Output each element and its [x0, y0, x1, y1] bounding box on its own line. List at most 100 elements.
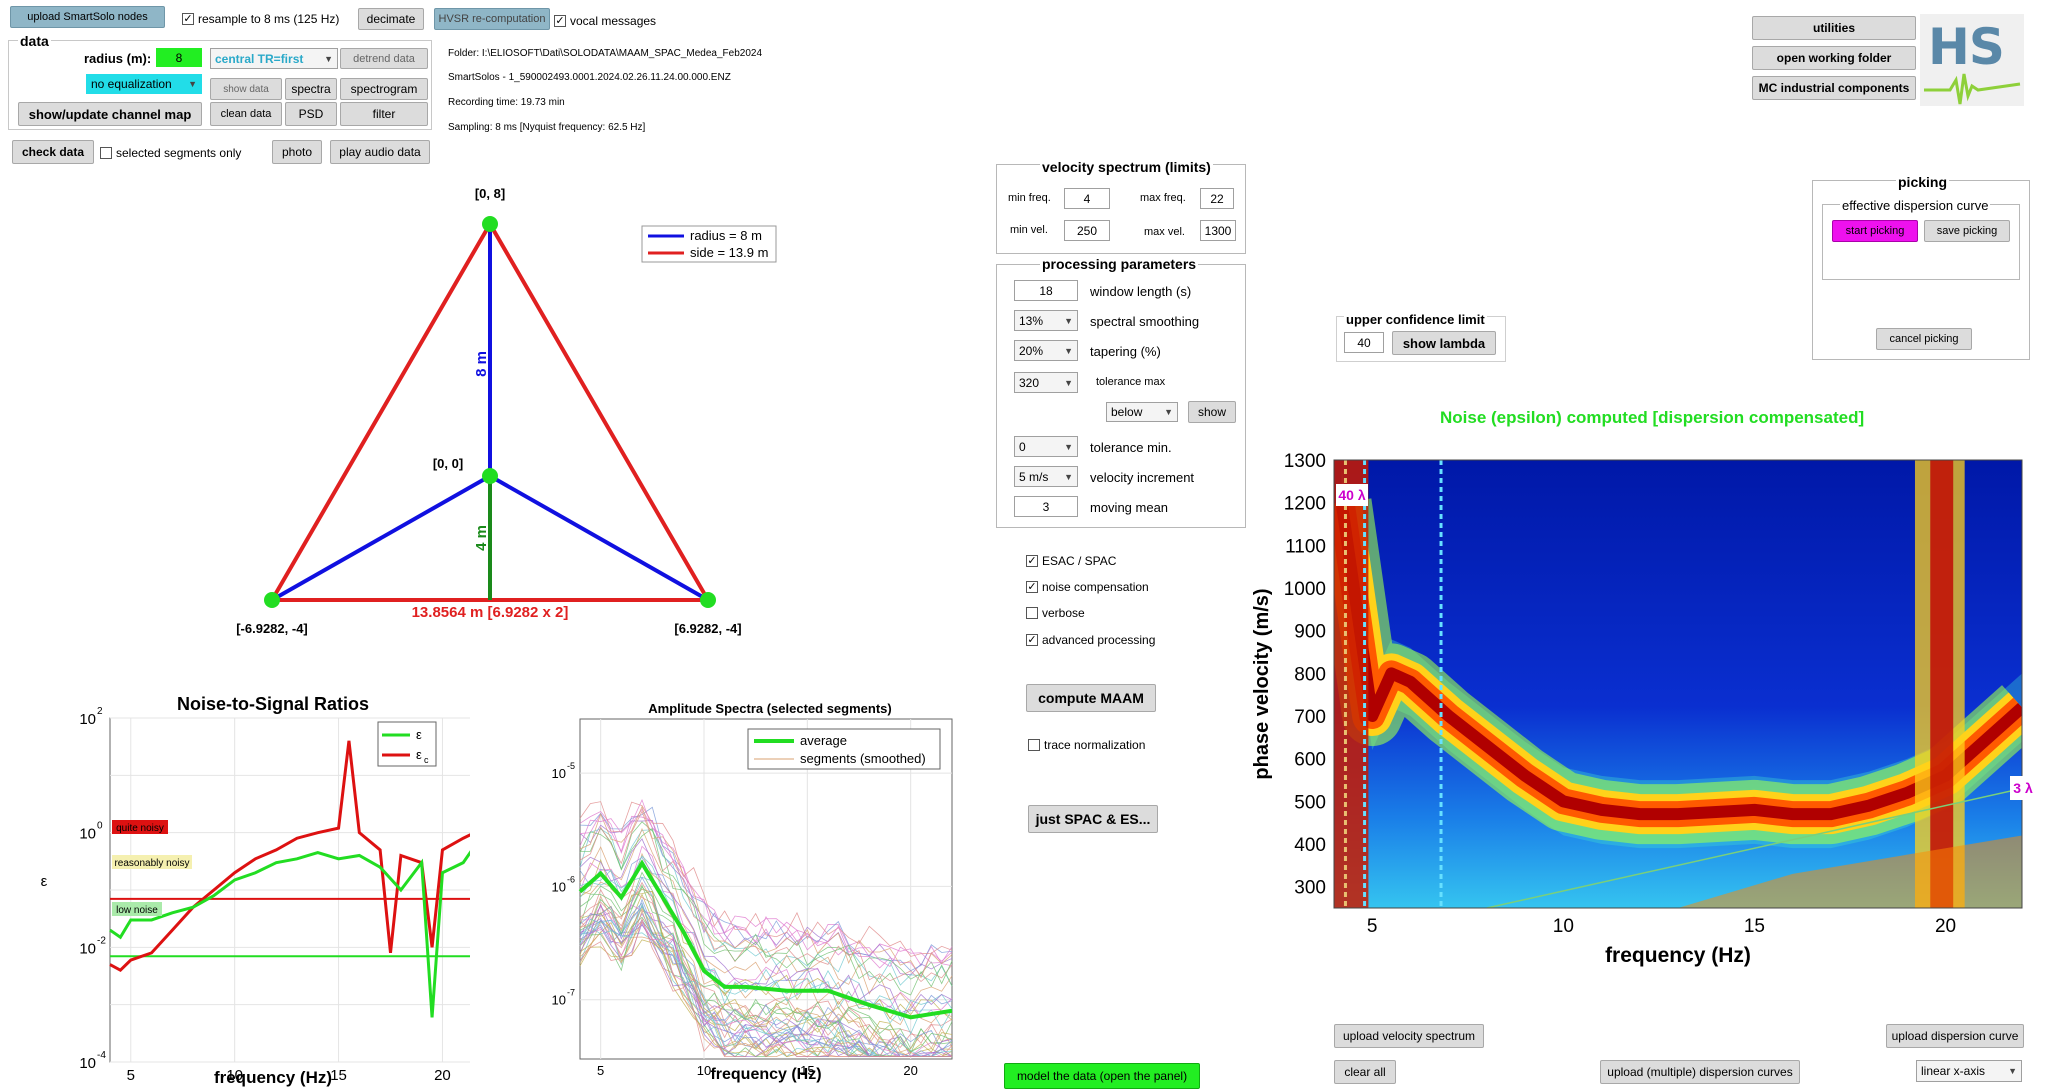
- filter-button[interactable]: filter: [340, 102, 428, 126]
- segment-line: [579, 890, 953, 1053]
- upper-confidence-input[interactable]: 40: [1344, 332, 1384, 353]
- spectrogram-button[interactable]: spectrogram: [340, 78, 428, 100]
- equalization-dropdown[interactable]: no equalization ▼: [86, 74, 202, 94]
- cancel-picking-button[interactable]: cancel picking: [1876, 328, 1972, 350]
- check-data-button[interactable]: check data: [12, 140, 94, 164]
- tolerance-min-dropdown[interactable]: 0 ▼: [1014, 436, 1078, 457]
- central-tr-dropdown[interactable]: central TR=first ▼: [210, 48, 338, 69]
- lambda40-marker: 40 λ: [1336, 484, 1368, 506]
- upload-velocity-spectrum-button[interactable]: upload velocity spectrum: [1334, 1024, 1484, 1048]
- lambda3-line: [1486, 787, 2022, 908]
- play-audio-button[interactable]: play audio data: [330, 140, 430, 164]
- min-vel-input[interactable]: 250: [1064, 220, 1110, 241]
- clear-all-button[interactable]: clear all: [1334, 1060, 1396, 1084]
- chevron-down-icon: ▼: [1164, 407, 1173, 417]
- upload-multiple-curves-button[interactable]: upload (multiple) dispersion curves: [1600, 1060, 1800, 1084]
- velocity-increment-dropdown[interactable]: 5 m/s ▼: [1014, 466, 1078, 487]
- upload-smartsolo-button[interactable]: upload SmartSolo nodes: [10, 6, 165, 28]
- x-axis-dropdown[interactable]: linear x-axis ▼: [1916, 1060, 2022, 1082]
- open-working-folder-button[interactable]: open working folder: [1752, 46, 1916, 70]
- nsr-chart: Noise-to-Signal Ratios 5 10 15 20 10 210 010-…: [41, 694, 470, 1087]
- compute-maam-button[interactable]: compute MAAM: [1026, 684, 1156, 712]
- checkbox-checked-icon: ✓: [1026, 633, 1038, 646]
- lower-right-region: [1678, 835, 2022, 908]
- node-center: [482, 468, 498, 484]
- series-line: [109, 740, 470, 972]
- selected-segments-checkbox[interactable]: selected segments only: [100, 146, 241, 160]
- chevron-down-icon: ▼: [1064, 471, 1073, 482]
- x-tick-label: 10: [697, 1063, 711, 1078]
- amp-legend: average segments (smoothed): [747, 728, 941, 770]
- utilities-button[interactable]: utilities: [1752, 16, 1916, 40]
- moving-mean-input[interactable]: 3: [1014, 496, 1078, 517]
- noise-compensation-checkbox[interactable]: ✓ noise compensation: [1026, 580, 1149, 594]
- max-vel-input[interactable]: 1300: [1200, 220, 1236, 241]
- y-tick-label: 10: [552, 766, 566, 781]
- tolerance-min-label: tolerance min.: [1090, 440, 1172, 455]
- velocity-spectrum-title: velocity spectrum (limits): [1040, 159, 1213, 175]
- y-tick-exponent: 2: [97, 706, 103, 717]
- detrend-data-button[interactable]: detrend data: [340, 48, 428, 69]
- segment-line: [579, 810, 953, 983]
- mc-industrial-button[interactable]: MC industrial components: [1752, 76, 1916, 100]
- checkbox-checked-icon: ✓: [554, 14, 566, 27]
- just-spac-button[interactable]: just SPAC & ES...: [1028, 805, 1158, 833]
- dispersion-curve-subpanel: [1822, 204, 2020, 280]
- smoothing-dropdown[interactable]: 13% ▼: [1014, 310, 1078, 331]
- start-picking-button[interactable]: start picking: [1832, 220, 1918, 242]
- reasonably-noisy-label: reasonably noisy: [114, 858, 189, 869]
- dispersion-heatmap-chart: 1300 1200 1100 1000 900 800 700 600 500 400 300 5 1…: [1251, 451, 2036, 967]
- chevron-down-icon: ▼: [188, 79, 197, 89]
- max-freq-input[interactable]: 22: [1200, 188, 1234, 209]
- min-freq-input[interactable]: 4: [1064, 188, 1110, 209]
- show-lambda-button[interactable]: show lambda: [1392, 331, 1496, 355]
- legend-side: side = 13.9 m: [690, 245, 768, 260]
- esac-spac-checkbox[interactable]: ✓ ESAC / SPAC: [1026, 554, 1117, 568]
- x-tick-label: 5: [597, 1063, 604, 1078]
- show-channel-map-button[interactable]: show/update channel map: [18, 102, 202, 126]
- radius-input[interactable]: 8: [156, 48, 202, 67]
- y-tick-exponent: 0: [97, 821, 103, 832]
- label-center: [0, 0]: [433, 456, 463, 471]
- segment-line: [579, 845, 953, 1019]
- psd-button[interactable]: PSD: [285, 102, 337, 126]
- decimate-button[interactable]: decimate: [358, 8, 424, 30]
- inner-length-label: 4 m: [473, 525, 490, 551]
- segment-line: [579, 907, 953, 1058]
- y-tick-label: 1000: [1284, 579, 1326, 600]
- heat-ylabel: phase velocity (m/s): [1251, 588, 1273, 779]
- processing-panel: [996, 264, 1246, 528]
- dispersion-title: Noise (epsilon) computed [dispersion com…: [1440, 408, 1865, 427]
- verbose-checkbox[interactable]: verbose: [1026, 606, 1085, 620]
- x-tick-label: 15: [330, 1067, 347, 1084]
- segment-line: [579, 884, 953, 1055]
- upper-confidence-title: upper confidence limit: [1344, 312, 1487, 327]
- below-dropdown[interactable]: below ▼: [1106, 402, 1178, 422]
- radius-line-right: [489, 474, 709, 602]
- hvsr-recomputation-button[interactable]: HVSR re-computation: [434, 8, 550, 30]
- x-tick-label: 5: [127, 1067, 135, 1084]
- save-picking-button[interactable]: save picking: [1924, 220, 2010, 242]
- resample-checkbox[interactable]: ✓ resample to 8 ms (125 Hz): [182, 12, 340, 26]
- y-tick-exponent: -6: [567, 874, 575, 884]
- amp-xlabel: frequency (Hz): [710, 1066, 821, 1083]
- trace-normalization-checkbox[interactable]: trace normalization: [1028, 738, 1145, 752]
- tolerance-max-dropdown[interactable]: 320 ▼: [1014, 372, 1078, 393]
- window-length-input[interactable]: 18: [1014, 280, 1078, 301]
- waveform-icon: [1924, 73, 2021, 105]
- radius-label: radius (m):: [84, 51, 152, 66]
- vocal-messages-checkbox[interactable]: ✓ vocal messages: [554, 14, 657, 28]
- upload-dispersion-curve-button[interactable]: upload dispersion curve: [1886, 1024, 2024, 1048]
- node-left: [264, 592, 280, 608]
- model-data-button[interactable]: model the data (open the panel): [1004, 1063, 1200, 1089]
- tapering-dropdown[interactable]: 20% ▼: [1014, 340, 1078, 361]
- segment-line: [579, 821, 953, 996]
- spectra-button[interactable]: spectra: [285, 78, 337, 100]
- advanced-processing-checkbox[interactable]: ✓ advanced processing: [1026, 633, 1156, 647]
- show-data-button[interactable]: show data: [210, 78, 282, 100]
- x-tick-label: 5: [1367, 916, 1378, 937]
- legend-segments: segments (smoothed): [800, 751, 926, 766]
- clean-data-button[interactable]: clean data: [210, 102, 282, 126]
- photo-button[interactable]: photo: [272, 140, 322, 164]
- show-tolerance-button[interactable]: show: [1188, 401, 1236, 423]
